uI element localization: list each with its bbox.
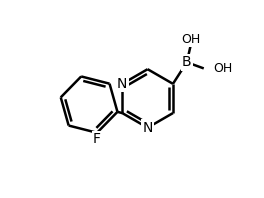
Text: F: F [93, 132, 101, 146]
Text: N: N [143, 121, 153, 135]
Text: OH: OH [213, 62, 232, 75]
Text: N: N [117, 77, 128, 91]
Text: OH: OH [181, 33, 200, 46]
Text: B: B [182, 55, 192, 69]
